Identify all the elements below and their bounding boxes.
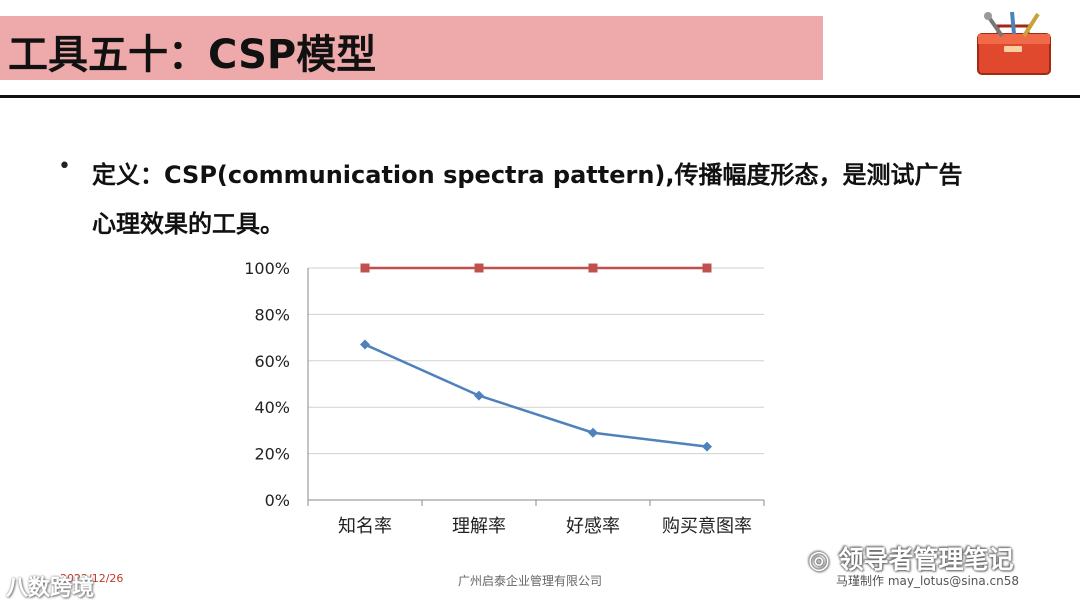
series-point-diamond bbox=[588, 427, 598, 438]
definition-line-2: 心理效果的工具。 bbox=[92, 210, 284, 238]
footer-company: 广州启泰企业管理有限公司 bbox=[458, 574, 603, 588]
series-point-square bbox=[702, 263, 712, 273]
y-tick-label: 60% bbox=[254, 352, 290, 371]
series-point-square bbox=[588, 263, 598, 273]
toolbox-icon bbox=[977, 11, 1051, 75]
csp-line-chart: 0% 20% 40% 60% 80% 100% 知名率 理解率 好感率 购买意图率 bbox=[244, 259, 765, 537]
series-point-square bbox=[474, 263, 484, 273]
x-tick-label: 理解率 bbox=[452, 516, 506, 537]
y-tick-label: 100% bbox=[244, 259, 290, 278]
slide-title: 工具五十：CSP模型 bbox=[8, 32, 377, 78]
watermark-right: ◎ 领导者管理笔记 bbox=[808, 545, 1014, 574]
x-tick-label: 好感率 bbox=[566, 516, 620, 537]
series-point-diamond bbox=[474, 390, 484, 401]
y-tick-label: 40% bbox=[254, 398, 290, 417]
series-point-square bbox=[360, 263, 370, 273]
watermark-left: 八数跨境 bbox=[6, 576, 95, 601]
y-tick-label: 80% bbox=[254, 305, 290, 324]
series-point-diamond bbox=[702, 441, 712, 452]
wechat-icon: ◎ bbox=[808, 545, 839, 574]
series-line-1 bbox=[364, 343, 708, 448]
y-tick-label: 0% bbox=[265, 491, 290, 510]
x-tick-label: 购买意图率 bbox=[662, 516, 752, 537]
series-point-diamond bbox=[360, 339, 370, 350]
definition-line-1: 定义：CSP(communication spectra pattern),传播… bbox=[92, 161, 963, 189]
y-tick-label: 20% bbox=[254, 445, 290, 464]
bullet-dot: • bbox=[58, 154, 71, 179]
footer-author: 马瑾制作 may_lotus@sina.cn58 bbox=[836, 574, 1020, 588]
footer-date: 2022/12/26 bbox=[60, 572, 124, 585]
x-tick-label: 知名率 bbox=[338, 516, 392, 537]
title-divider bbox=[0, 95, 1080, 98]
title-band bbox=[0, 16, 823, 80]
